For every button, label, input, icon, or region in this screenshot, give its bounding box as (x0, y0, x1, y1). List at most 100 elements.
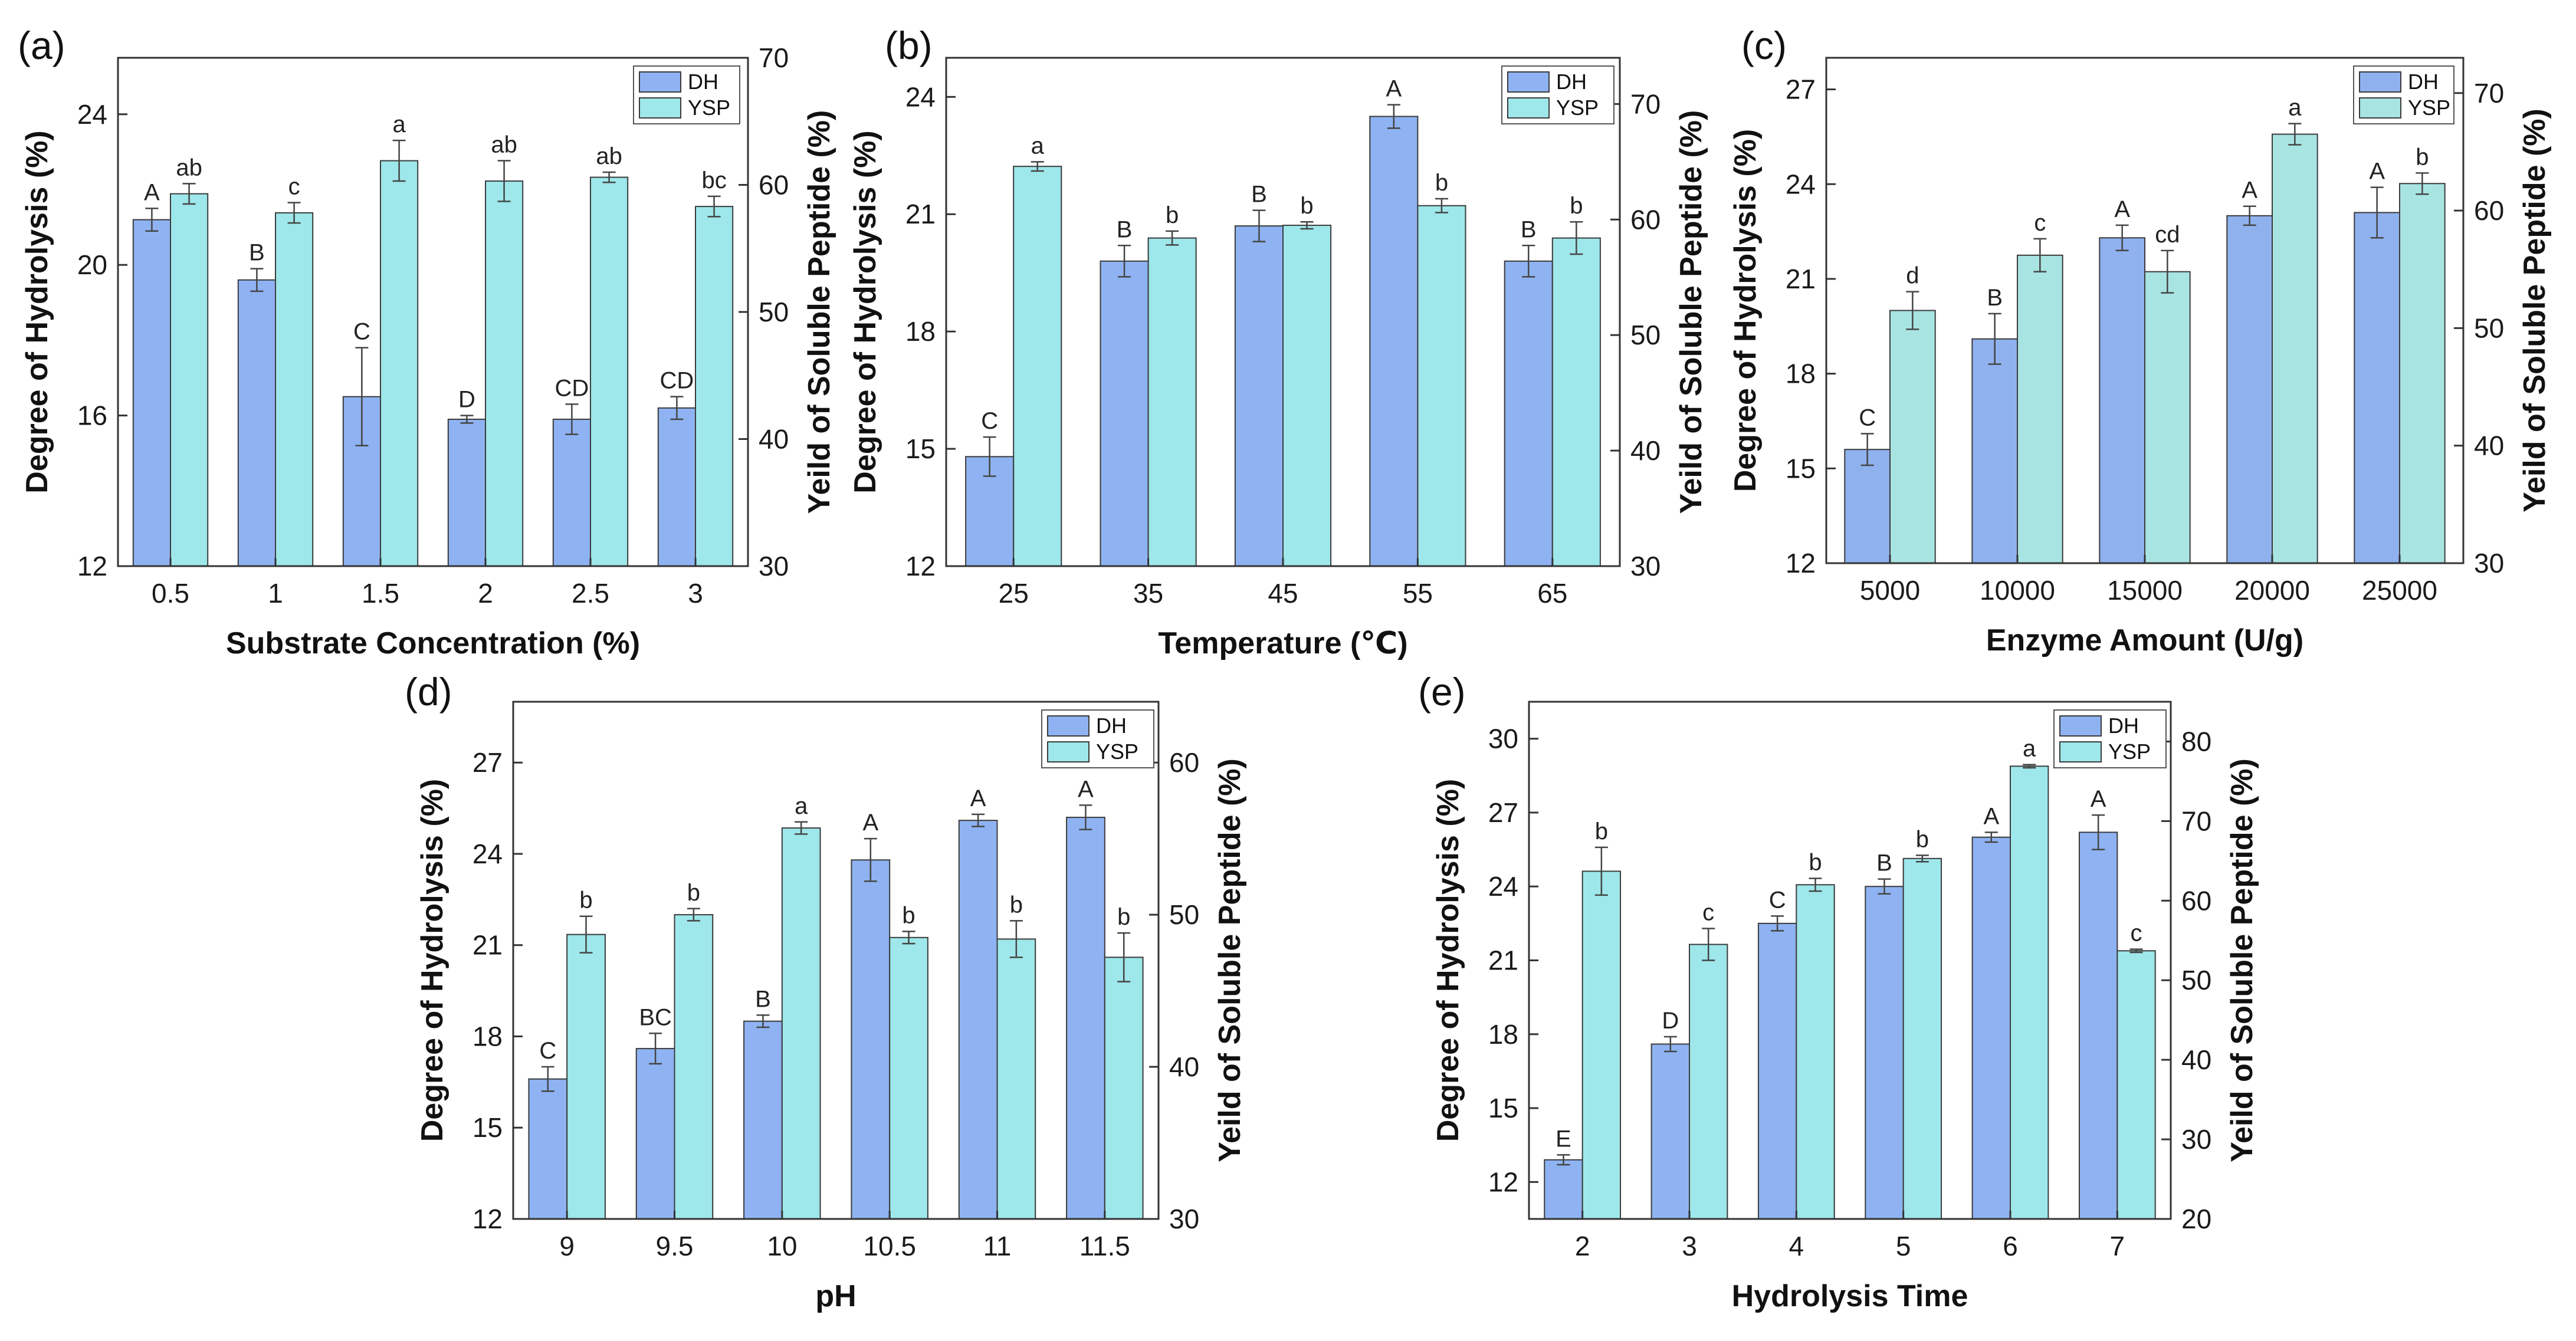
y-tick-label: 24 (905, 81, 936, 112)
y-tick-label: 21 (472, 930, 503, 961)
x-tick-label: 10.5 (863, 1231, 916, 1261)
significance-letter: b (1117, 904, 1130, 930)
significance-letter: A (862, 810, 878, 836)
x-tick-label: 7 (2110, 1231, 2125, 1261)
legend-label: YSP (2408, 96, 2450, 120)
y-axis-label: Degree of Hydrolysis (%) (415, 779, 449, 1142)
y2-tick-label: 40 (2181, 1044, 2211, 1075)
x-tick-label: 6 (2003, 1231, 2018, 1261)
x-tick-label: 25000 (2362, 575, 2437, 606)
significance-letter: c (2131, 921, 2142, 946)
significance-letter: c (1702, 900, 1714, 926)
x-tick-label: 15000 (2107, 575, 2183, 606)
y-tick-label: 18 (1488, 1019, 1518, 1050)
y2-tick-label: 30 (759, 551, 789, 581)
legend-label: YSP (688, 96, 730, 120)
legend-swatch-ysp (2059, 741, 2102, 762)
y-axis-label: Degree of Hydrolysis (%) (1431, 779, 1465, 1142)
significance-letter: cd (2155, 222, 2180, 248)
significance-letter: b (1300, 193, 1313, 219)
significance-letter: C (1769, 887, 1786, 913)
bar-dh (2226, 215, 2273, 564)
panel-label: (a) (18, 24, 65, 67)
panel-label: (b) (885, 24, 933, 67)
y-tick-label: 15 (472, 1112, 503, 1143)
y2-tick-label: 70 (2474, 78, 2504, 109)
bar-ysp (996, 938, 1036, 1220)
x-tick-label: 0.5 (152, 578, 189, 609)
significance-letter: b (902, 902, 915, 928)
significance-letter: B (249, 240, 265, 266)
x-tick-label: 9.5 (656, 1231, 694, 1261)
bar-dh (2078, 831, 2118, 1220)
significance-letter: B (1251, 182, 1267, 208)
y2-axis-label: Yeild of Soluble Peptide (%) (2225, 758, 2259, 1162)
significance-letter: CD (660, 368, 694, 394)
panel-label: (c) (1741, 24, 1787, 67)
y-axis-label: Degree of Hydrolysis (%) (20, 130, 54, 494)
x-tick-label: 55 (1403, 578, 1433, 609)
y-tick-label: 21 (1488, 945, 1518, 976)
y2-tick-label: 50 (2181, 965, 2211, 995)
x-axis-label: Hydrolysis Time (1732, 1279, 1968, 1313)
y-tick-label: 12 (77, 551, 107, 581)
legend-swatch-ysp (2359, 97, 2401, 119)
plot-frame (1528, 701, 2172, 1220)
bar-ysp (170, 193, 209, 567)
x-axis-label: Temperature (℃) (1158, 626, 1407, 660)
bar-dh (1971, 836, 2011, 1220)
bar-dh (1234, 225, 1284, 567)
y-tick-label: 24 (77, 99, 107, 130)
bar-dh (1504, 260, 1553, 567)
bar-dh (635, 1048, 675, 1220)
significance-letter: b (687, 880, 700, 906)
bar-dh (1844, 449, 1891, 564)
significance-letter: D (458, 387, 475, 413)
significance-letter: C (1859, 405, 1876, 430)
legend-label: DH (1096, 714, 1127, 738)
significance-letter: B (1521, 216, 1537, 242)
y2-tick-label: 50 (759, 297, 789, 327)
significance-letter: CD (555, 375, 589, 401)
bar-ysp (2399, 183, 2446, 564)
bar-dh (851, 859, 891, 1220)
x-tick-label: 1 (268, 578, 283, 609)
x-tick-label: 10 (767, 1231, 797, 1261)
x-tick-label: 2.5 (572, 578, 609, 609)
significance-letter: b (1916, 826, 1929, 852)
bar-ysp (590, 176, 629, 567)
plot-frame (512, 701, 1160, 1220)
significance-letter: d (1906, 263, 1919, 289)
y-tick-label: 16 (77, 400, 107, 431)
significance-letter: c (2034, 210, 2046, 236)
bar-ysp (2017, 254, 2063, 564)
bar-ysp (2144, 271, 2191, 564)
significance-letter: A (1078, 776, 1094, 802)
significance-letter: a (795, 793, 808, 819)
legend-label: DH (2408, 70, 2439, 94)
bar-dh (743, 1020, 783, 1220)
significance-letter: b (1010, 892, 1023, 918)
y2-tick-label: 60 (759, 170, 789, 201)
significance-letter: A (1983, 803, 1999, 829)
significance-letter: b (2416, 144, 2429, 170)
significance-letter: b (1435, 170, 1448, 196)
bar-ysp (275, 212, 314, 567)
significance-letter: B (755, 986, 771, 1012)
legend-label: YSP (1556, 96, 1599, 120)
legend-swatch-dh (2059, 715, 2102, 737)
x-tick-label: 3 (1682, 1231, 1697, 1261)
x-axis-label: Enzyme Amount (U/g) (1986, 623, 2303, 658)
significance-letter: A (1386, 76, 1402, 102)
x-tick-label: 2 (1575, 1231, 1590, 1261)
significance-letter: A (2242, 178, 2257, 203)
y2-axis-label: Yeild of Soluble Peptide (%) (2518, 109, 2552, 512)
legend-swatch-ysp (1047, 741, 1090, 762)
y2-tick-label: 30 (2181, 1124, 2211, 1155)
y-tick-label: 27 (1786, 74, 1816, 105)
bar-ysp (1282, 225, 1332, 567)
bar-ysp (2272, 133, 2318, 564)
y-tick-label: 12 (1786, 548, 1816, 579)
bar-ysp (1796, 884, 1835, 1220)
